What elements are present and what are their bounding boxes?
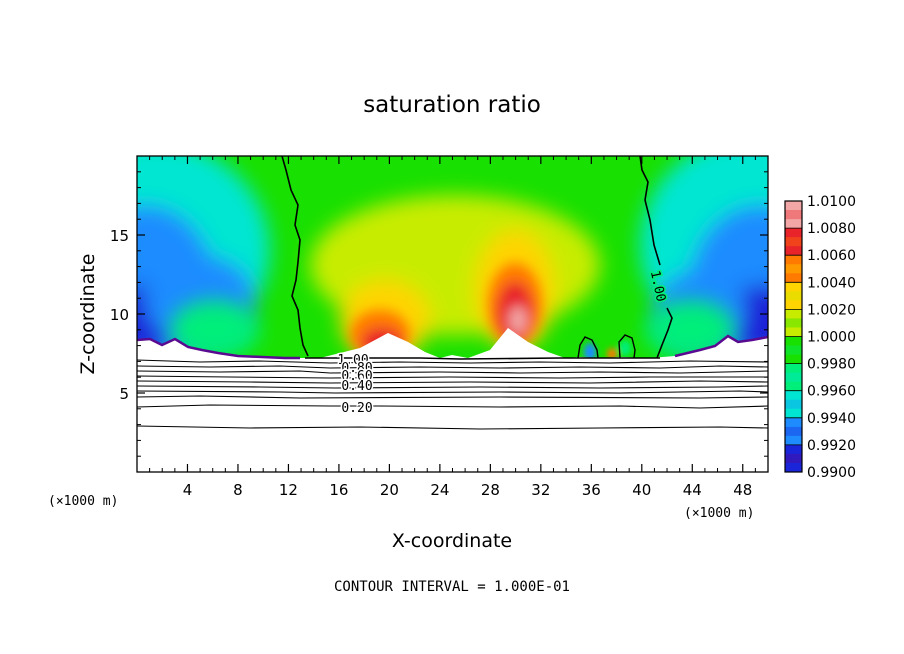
colorbar-swatch xyxy=(785,363,802,392)
contour-interval-note: CONTOUR INTERVAL = 1.000E-01 xyxy=(334,579,570,595)
terrain-fringe-right xyxy=(674,334,768,358)
terrain-mask xyxy=(137,328,768,472)
colorbar-label: 1.0100 xyxy=(807,194,856,210)
contour-label-top-4: 0.40 xyxy=(341,379,372,394)
field-lightgreen xyxy=(170,300,735,360)
colorbar-swatch xyxy=(785,309,802,337)
x-tick-label: 36 xyxy=(582,481,601,499)
x-axis-label: X-coordinate xyxy=(392,530,512,552)
colorbar-label: 0.9980 xyxy=(807,357,856,373)
y-axis-label: Z-coordinate xyxy=(77,254,99,375)
x-tick-label: 32 xyxy=(531,481,550,499)
contour-bump-1 xyxy=(577,336,599,359)
colorbar-swatch xyxy=(785,444,802,473)
contour-label-top-3: 0.60 xyxy=(341,369,372,384)
contour-label-top-2: 0.80 xyxy=(341,361,372,376)
x-tick-label: 24 xyxy=(430,481,449,499)
contour-1.00-left xyxy=(281,156,309,357)
x-tick-label: 4 xyxy=(183,481,193,499)
colorbar-label: 1.0040 xyxy=(807,275,856,291)
x-tick-label: 16 xyxy=(329,481,348,499)
terrain-fringe xyxy=(137,337,300,360)
colorbar-label: 1.0060 xyxy=(807,248,856,264)
x-unit-left: (×1000 m) xyxy=(48,494,118,509)
colorbar-swatch xyxy=(785,201,802,229)
x-tick-label: 28 xyxy=(481,481,500,499)
colorbar: 1.0100 1.0080 1.0060 1.0040 1.0020 1.0000 0.99… xyxy=(784,194,856,481)
colorbar-label: 0.9900 xyxy=(807,465,856,481)
colorbar-swatch xyxy=(785,282,802,310)
contour-label-top-5: 0.20 xyxy=(341,401,372,416)
field-small-cells xyxy=(584,340,631,361)
x-tick-label: 20 xyxy=(380,481,399,499)
y-tick-label: 15 xyxy=(110,227,129,245)
x-tick-label: 8 xyxy=(233,481,243,499)
contour-label-top-1: 1.00 xyxy=(337,353,368,368)
colorbar-label: 0.9960 xyxy=(807,384,856,400)
x-tick-label: 12 xyxy=(279,481,298,499)
lower-contours xyxy=(137,359,768,430)
colorbar-label: 1.0080 xyxy=(807,221,856,237)
colorbar-swatch xyxy=(785,228,802,256)
colorbar-label: 1.0020 xyxy=(807,302,856,318)
chart-title: saturation ratio xyxy=(363,92,541,118)
x-unit-right: (×1000 m) xyxy=(684,506,754,521)
y-tick-label: 10 xyxy=(110,306,129,324)
y-tick-label: 5 xyxy=(119,385,129,403)
contour-1.00-right xyxy=(639,156,661,266)
x-tick-label: 44 xyxy=(683,481,702,499)
x-tick-label: 48 xyxy=(733,481,752,499)
colorbar-label: 1.0000 xyxy=(807,330,856,346)
contour-bump-2 xyxy=(618,334,636,359)
colorbar-swatch xyxy=(785,336,802,365)
colorbar-swatch xyxy=(785,390,802,419)
colorbar-label: 0.9920 xyxy=(807,438,856,454)
colorbar-swatch xyxy=(785,417,802,446)
plot-area xyxy=(137,156,768,472)
colorbar-label: 0.9940 xyxy=(807,411,856,427)
x-tick-label: 40 xyxy=(632,481,651,499)
contour-surface xyxy=(305,357,660,360)
colorbar-swatch xyxy=(785,255,802,283)
contour-1.00-right-lower xyxy=(656,307,673,359)
